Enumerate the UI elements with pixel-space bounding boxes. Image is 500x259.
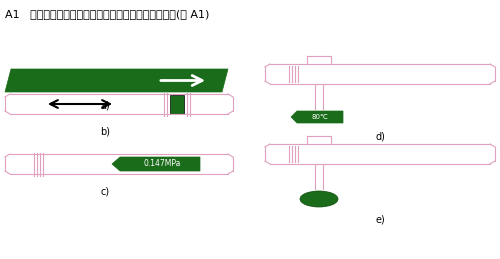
Text: a): a) [100, 100, 110, 110]
Text: A1   基本识别色和流向、压力、温度等标识方法参考图(图 A1): A1 基本识别色和流向、压力、温度等标识方法参考图(图 A1) [5, 9, 210, 19]
Text: 0.147MPa: 0.147MPa [144, 160, 180, 169]
Bar [170, 95, 184, 113]
Text: 80℃: 80℃ [312, 114, 328, 120]
Text: e): e) [375, 215, 385, 225]
Text: b): b) [100, 126, 110, 136]
Ellipse shape [300, 191, 338, 207]
Polygon shape [5, 69, 228, 92]
Text: c): c) [100, 186, 110, 196]
Polygon shape [112, 157, 200, 171]
Polygon shape [291, 111, 343, 123]
Text: d): d) [375, 131, 385, 141]
